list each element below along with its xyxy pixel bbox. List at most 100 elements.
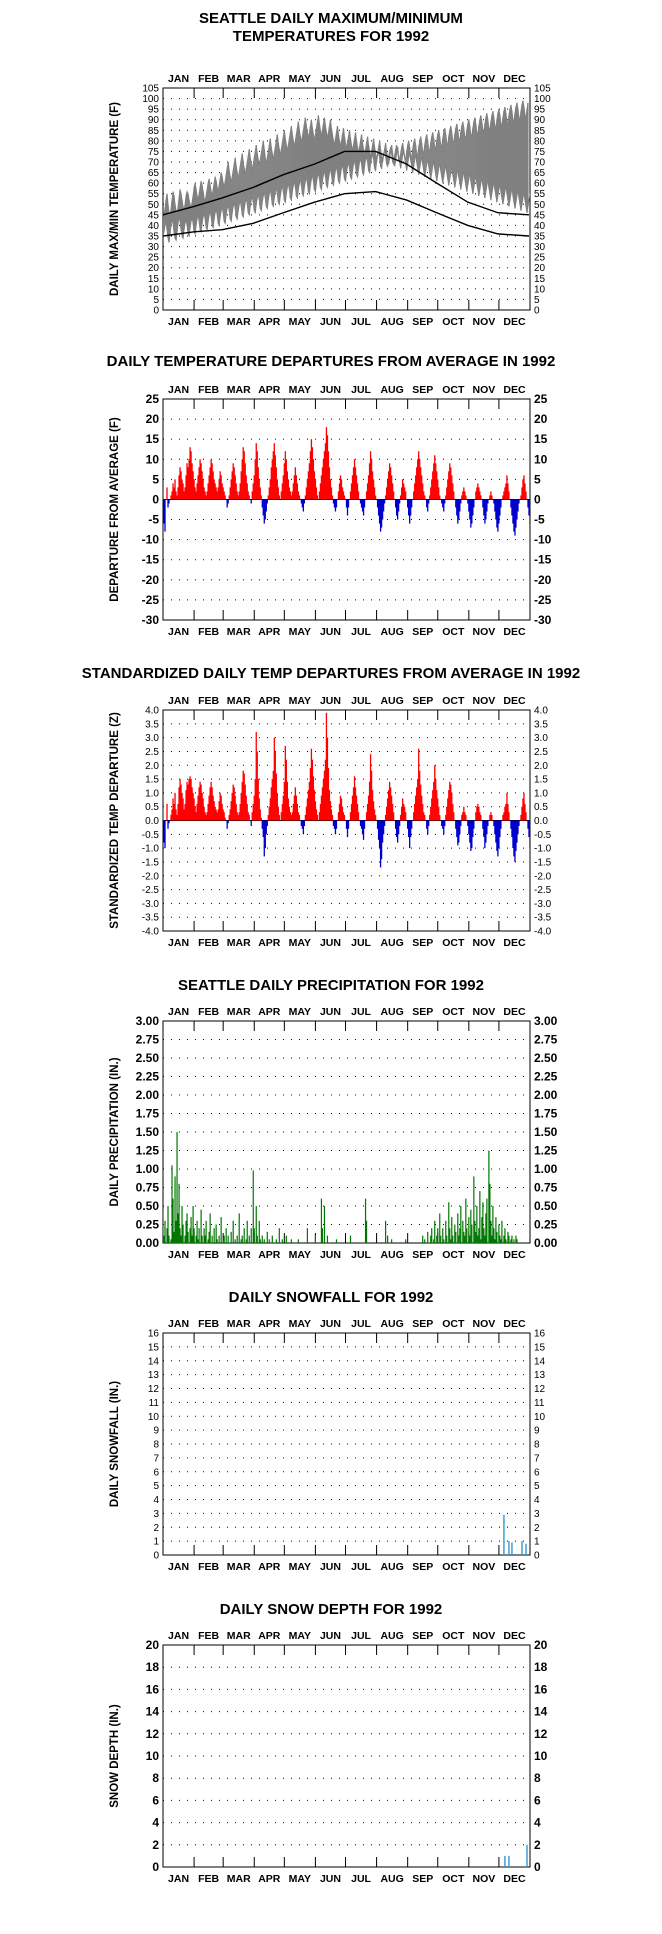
positive-departure-bar xyxy=(199,781,201,821)
month-label-top: JAN xyxy=(168,1630,189,1642)
y-tick-label-right: 50 xyxy=(534,200,546,211)
negative-departure-bar xyxy=(346,820,349,838)
positive-departure-bar xyxy=(260,817,262,821)
negative-departure-bar xyxy=(381,820,384,843)
month-label-bottom: JUN xyxy=(320,1873,341,1885)
negative-departure-bar xyxy=(493,499,495,504)
positive-departure-bar xyxy=(432,471,434,500)
positive-departure-bar xyxy=(418,748,420,821)
y-tick-label-left: 6 xyxy=(152,1793,159,1807)
positive-departure-bar xyxy=(418,451,420,500)
positive-departure-bar xyxy=(424,495,426,500)
negative-departure-bar xyxy=(347,820,350,829)
y-tick-label-right: 7 xyxy=(534,1453,540,1464)
positive-departure-bar xyxy=(298,814,301,821)
y-tick-label-left: 20 xyxy=(146,1638,160,1652)
negative-departure-bar xyxy=(529,820,530,849)
negative-departure-bar xyxy=(360,820,363,829)
negative-departure-bar xyxy=(383,499,386,504)
y-tick-label-left: 1.00 xyxy=(136,1162,160,1176)
series-group xyxy=(503,1514,527,1555)
positive-departure-bar xyxy=(450,784,452,821)
y-axis-title: DAILY PRECIPITATION (IN.) xyxy=(109,1057,121,1206)
y-tick-label-left: 15 xyxy=(148,1342,160,1353)
series-group xyxy=(163,712,530,868)
negative-departure-bar xyxy=(514,499,516,536)
positive-departure-bar xyxy=(269,798,271,821)
month-label-top: NOV xyxy=(472,1630,495,1642)
positive-departure-bar xyxy=(323,451,326,500)
positive-departure-bar xyxy=(190,779,192,821)
negative-departure-bar xyxy=(499,499,501,516)
y-tick-label-left: 10 xyxy=(146,452,160,466)
month-label-bottom: OCT xyxy=(442,626,465,638)
month-label-top: OCT xyxy=(442,73,465,85)
positive-departure-bar xyxy=(414,483,416,500)
negative-departure-bar xyxy=(167,499,169,508)
y-tick-label-left: -2.5 xyxy=(142,885,160,896)
y-tick-label-left: 15 xyxy=(148,274,160,285)
negative-departure-bar xyxy=(301,820,304,829)
positive-departure-bar xyxy=(447,798,449,821)
negative-departure-bar xyxy=(265,499,267,512)
positive-departure-bar xyxy=(237,814,239,821)
y-tick-label-left: -15 xyxy=(142,553,160,567)
negative-departure-bar xyxy=(442,820,444,829)
positive-departure-bar xyxy=(191,463,193,500)
positive-departure-bar xyxy=(446,806,448,821)
positive-departure-bar xyxy=(404,487,406,500)
y-tick-label-left: 2.5 xyxy=(145,747,159,758)
negative-departure-bar xyxy=(457,820,459,846)
negative-departure-bar xyxy=(264,820,266,849)
negative-departure-bar xyxy=(470,820,472,851)
month-label-bottom: APR xyxy=(258,626,281,638)
y-tick-label-right: 18 xyxy=(534,1660,548,1674)
plot-frame xyxy=(162,1644,531,1868)
positive-departure-bar xyxy=(276,792,278,821)
y-axis-title: STANDARDIZED TEMP DEPARTURE (Z) xyxy=(109,712,121,929)
positive-departure-bar xyxy=(502,814,504,821)
positive-departure-bar xyxy=(325,712,328,821)
observed-max-line xyxy=(163,115,530,222)
month-label-bottom: JUN xyxy=(320,1561,341,1573)
y-tick-label-left: 1.25 xyxy=(136,1144,160,1158)
month-label-top: AUG xyxy=(380,1318,403,1330)
month-label-bottom: MAR xyxy=(227,1249,251,1261)
y-tick-label-left: 55 xyxy=(148,189,160,200)
month-label-top: FEB xyxy=(198,695,219,707)
month-label-bottom: APR xyxy=(258,1249,281,1261)
positive-departure-bar xyxy=(232,463,234,500)
month-label-top: MAR xyxy=(227,73,251,85)
positive-departure-bar xyxy=(423,491,425,500)
positive-departure-bar xyxy=(216,491,218,500)
negative-departure-bar xyxy=(427,499,429,512)
y-tick-label-right: 8 xyxy=(534,1440,540,1451)
month-label-bottom: JUN xyxy=(320,626,341,638)
month-label-bottom: FEB xyxy=(198,1561,219,1573)
positive-departure-bar xyxy=(370,770,373,821)
negative-departure-bar xyxy=(396,820,399,843)
positive-departure-bar xyxy=(170,814,172,821)
negative-departure-bar xyxy=(527,499,529,508)
positive-departure-bar xyxy=(354,787,357,821)
y-axis-title: DEPARTURE FROM AVERAGE (F) xyxy=(109,417,121,602)
positive-departure-bar xyxy=(461,495,463,500)
positive-departure-bar xyxy=(208,475,210,500)
positive-departure-bar xyxy=(294,787,297,821)
positive-departure-bar xyxy=(272,770,274,821)
y-tick-label-left: 20 xyxy=(148,263,160,274)
positive-departure-bar xyxy=(305,806,308,821)
month-label-top: NOV xyxy=(472,695,495,707)
y-tick-label-left: 0.5 xyxy=(145,802,159,813)
positive-departure-bar xyxy=(274,751,276,821)
positive-departure-bar xyxy=(448,790,450,821)
negative-departure-bar xyxy=(398,820,401,827)
positive-departure-bar xyxy=(233,787,235,821)
negative-departure-bar xyxy=(379,820,382,868)
positive-departure-bar xyxy=(391,483,394,500)
y-tick-label-right: 0.0 xyxy=(534,816,548,827)
positive-departure-bar xyxy=(193,479,195,500)
positive-departure-bar xyxy=(254,779,256,821)
positive-departure-bar xyxy=(368,463,371,500)
negative-departure-bar xyxy=(396,499,399,520)
